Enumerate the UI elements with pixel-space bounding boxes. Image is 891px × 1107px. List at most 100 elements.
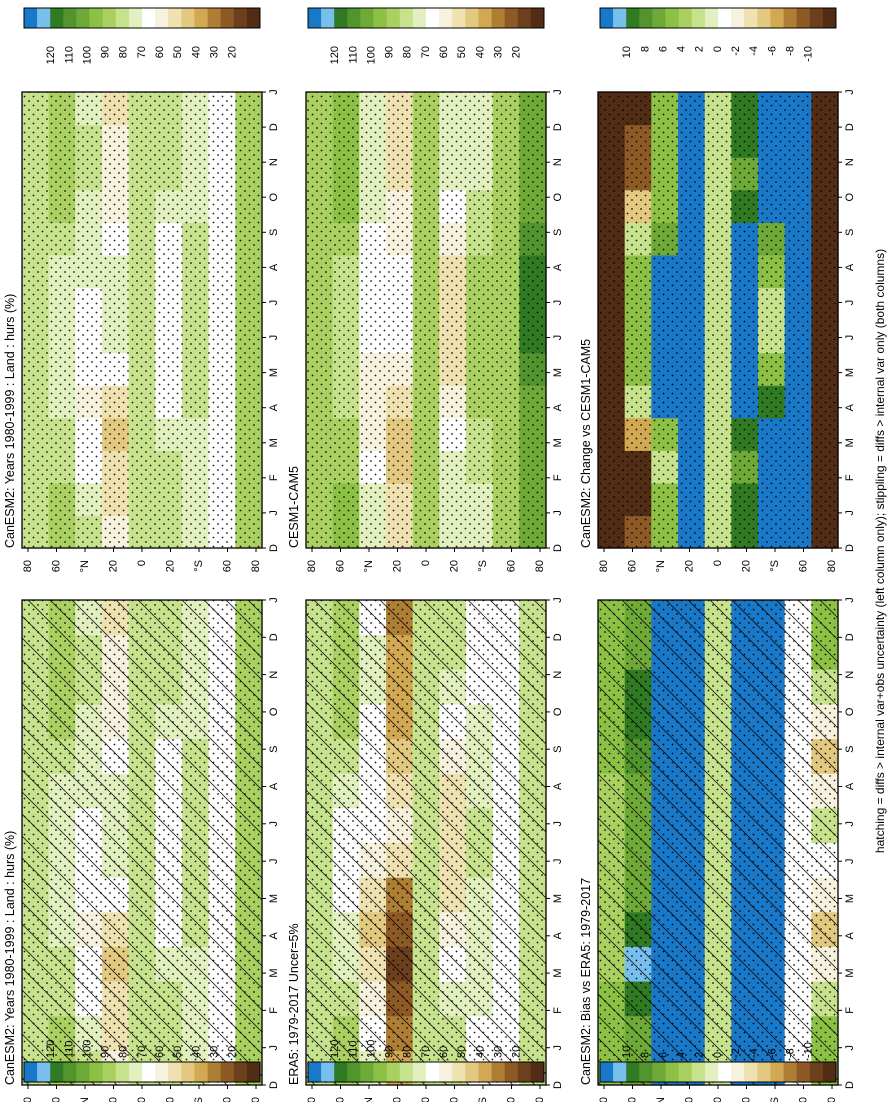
colorbar-swatch: [613, 8, 627, 28]
month-tick-label: A: [552, 263, 564, 271]
colorbar-tick-label: -6: [766, 1048, 778, 1058]
colorbar-swatch: [491, 8, 506, 28]
colorbar-tick-label: 70: [136, 46, 148, 58]
colorbar-swatch: [639, 8, 653, 28]
month-tick-label: F: [844, 474, 856, 481]
month-tick-label: J: [268, 1045, 280, 1051]
colorbar-swatch: [155, 1062, 169, 1082]
lat-tick-label: °N: [363, 1097, 375, 1102]
month-tick-label: S: [844, 229, 856, 236]
month-tick-label: M: [844, 438, 856, 447]
lat-tick-label: 20: [107, 560, 119, 572]
colorbar-swatch: [822, 1062, 837, 1082]
month-tick-label: A: [552, 403, 564, 411]
colorbar-tick-label: 50: [172, 46, 184, 58]
colorbar-swatch: [233, 8, 248, 28]
colorbar-swatch: [691, 1062, 706, 1082]
colorbar-tick-label: 2: [694, 1052, 706, 1058]
panel-title: CanESM2: Bias vs ERA5: 1979-2017: [579, 878, 593, 1085]
colorbar-swatch: [308, 1062, 322, 1082]
colorbar-tick-label: 8: [639, 46, 651, 52]
colorbar-tick-label: 20: [227, 46, 239, 58]
month-tick-label: D: [268, 544, 280, 552]
month-tick-label: N: [552, 671, 564, 679]
colorbar-tick-label: 90: [384, 46, 396, 58]
month-tick-label: F: [268, 474, 280, 481]
month-tick-label: A: [268, 931, 280, 939]
colorbar-swatch: [220, 1062, 235, 1082]
month-tick-label: J: [552, 510, 564, 516]
lat-tick-label: 80: [250, 1097, 262, 1102]
month-tick-label: O: [552, 707, 564, 716]
lat-tick-label: °N: [655, 1097, 667, 1102]
colorbar-swatch: [24, 1062, 38, 1082]
month-tick-label: J: [552, 1045, 564, 1051]
panel-title: CanESM2: Years 1980-1999 : Land : hurs (…: [3, 294, 17, 548]
colorbar-swatch: [678, 1062, 693, 1082]
month-tick-label: D: [844, 1081, 856, 1089]
lat-tick-label: °S: [769, 1097, 781, 1102]
month-tick-label: F: [844, 1007, 856, 1014]
colorbar-tick-label: 20: [227, 1046, 239, 1058]
month-tick-label: J: [844, 821, 856, 827]
colorbar-tick-label: 40: [190, 1046, 202, 1058]
colorbar-swatch: [155, 8, 169, 28]
colorbar-tick-label: 80: [402, 1046, 414, 1058]
month-tick-label: N: [268, 158, 280, 166]
colorbar-swatch: [731, 1062, 745, 1082]
colorbar-swatch: [718, 1062, 732, 1082]
month-tick-label: J: [268, 510, 280, 516]
colorbar-swatch: [50, 1062, 64, 1082]
chart-panel-2: 80 60 °N 20 0 20 °S 60 80 D J F M A M J J A S O N D J CanESM2: …: [3, 7, 280, 572]
month-tick-label: D: [268, 123, 280, 131]
colorbar-swatch: [181, 1062, 195, 1082]
colorbar-swatch: [128, 8, 143, 28]
colorbar-swatch: [452, 8, 466, 28]
colorbar-swatch: [718, 8, 732, 28]
colorbar-swatch: [194, 1062, 208, 1082]
colorbar-tick-label: 40: [474, 46, 486, 58]
colorbar-swatch: [613, 1062, 627, 1082]
lat-tick-label: 80: [306, 1097, 318, 1102]
colorbar-swatch: [246, 8, 261, 28]
colorbar-swatch: [426, 1062, 440, 1082]
month-tick-label: M: [552, 969, 564, 978]
colorbar-swatch: [770, 1062, 784, 1082]
panel-title: CESM1-CAM5: [287, 466, 301, 548]
month-tick-label: J: [268, 858, 280, 864]
lat-tick-label: 20: [740, 1097, 752, 1102]
month-tick-label: O: [552, 192, 564, 201]
month-tick-label: M: [552, 368, 564, 377]
panel-title: ERA5: 1979-2017 Uncer=5%: [287, 923, 301, 1085]
colorbar-swatch: [426, 8, 440, 28]
month-tick-label: M: [844, 894, 856, 903]
panel-title: CanESM2: Years 1980-1999 : Land : hurs (…: [3, 831, 17, 1085]
colorbar-swatch: [168, 1062, 182, 1082]
colorbar-swatch: [220, 8, 235, 28]
month-tick-label: S: [844, 746, 856, 753]
colorbar-swatch: [128, 1062, 143, 1082]
month-tick-label: D: [844, 633, 856, 641]
lat-tick-label: 0: [136, 1097, 148, 1102]
colorbar-tick-label: -4: [748, 1048, 760, 1058]
colorbar-tick-label: 20: [511, 1046, 523, 1058]
colorbar-tick-label: 90: [384, 1046, 396, 1058]
colorbar-tick-label: 0: [712, 1052, 724, 1058]
lat-tick-label: 20: [107, 1097, 119, 1102]
month-tick-label: M: [552, 894, 564, 903]
colorbar-swatch: [600, 8, 614, 28]
month-tick-label: J: [268, 597, 280, 603]
month-tick-label: M: [844, 969, 856, 978]
colorbar-swatch: [744, 1062, 758, 1082]
colorbar-swatch: [102, 1062, 117, 1082]
chart-panel-1: 80 60 °N 20 0 20 °S 60 80 D J F M A M J J A S O N D J CanESM2: …: [3, 597, 280, 1107]
colorbar-tick-label: 70: [420, 1046, 432, 1058]
colorbar-swatch: [76, 1062, 90, 1082]
month-tick-label: D: [844, 123, 856, 131]
lat-tick-label: °S: [193, 560, 205, 572]
month-tick-label: A: [552, 931, 564, 939]
stippling-overlay: [306, 600, 546, 1085]
colorbar-tick-label: -10: [803, 1042, 815, 1058]
colorbar-tick-label: -4: [748, 46, 760, 56]
colorbar-swatch: [691, 8, 706, 28]
